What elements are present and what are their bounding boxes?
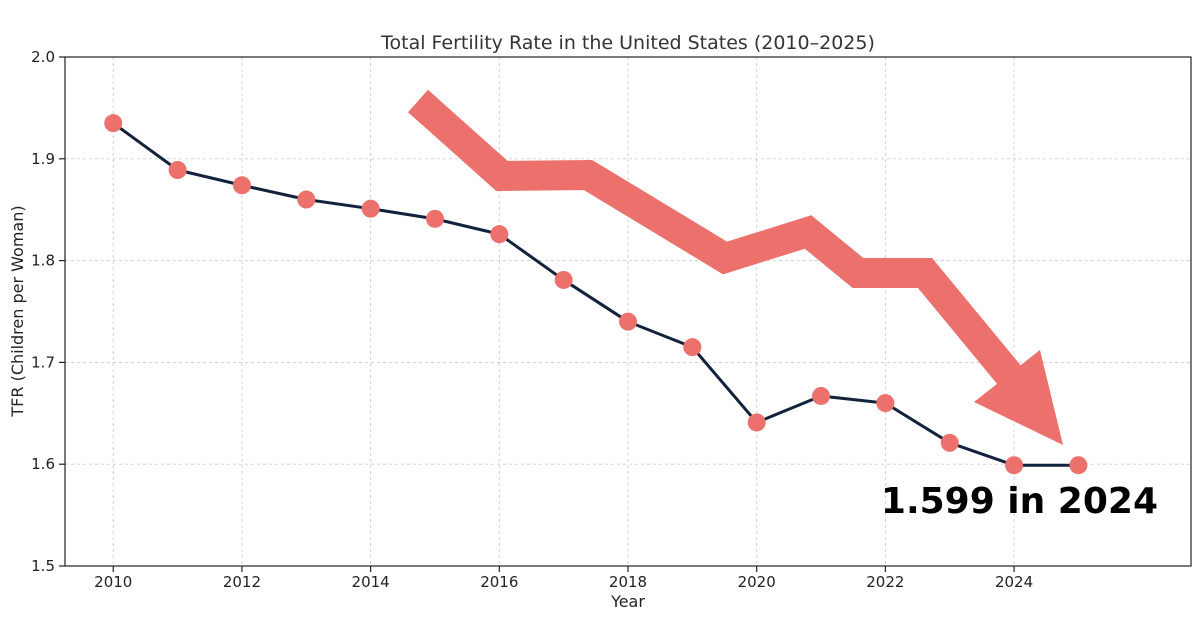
trend-arrow-shaft [408, 89, 1027, 392]
data-point [876, 394, 895, 413]
trend-arrow-head [974, 350, 1063, 445]
y-tick-label: 1.5 [31, 557, 55, 575]
annotation-label: 1.599 in 2024 [881, 481, 1158, 522]
x-tick-label: 2014 [352, 573, 390, 591]
x-tick-label: 2024 [995, 573, 1033, 591]
data-point [1005, 456, 1024, 475]
series-line [112, 121, 1079, 467]
x-tick-label: 2018 [609, 573, 647, 591]
trend-arrow [408, 89, 1063, 445]
data-point [425, 209, 444, 228]
data-point [940, 433, 959, 452]
data-point [683, 338, 702, 357]
y-tick-label: 2.0 [31, 48, 55, 66]
y-axis: 1.5 1.6 1.7 1.8 1.9 2.0 [31, 48, 65, 575]
y-axis-label: TFR (Children per Woman) [8, 205, 27, 417]
data-point [619, 312, 637, 331]
data-point [104, 114, 123, 133]
data-point [1069, 456, 1088, 475]
data-point [297, 190, 316, 209]
y-tick-label: 1.6 [31, 455, 55, 473]
data-point [361, 199, 380, 218]
x-tick-label: 2012 [223, 573, 261, 591]
chart-title: Total Fertility Rate in the United State… [380, 32, 875, 54]
x-axis: 2010 2012 2014 2016 2018 2020 2022 2024 [94, 566, 1033, 591]
data-point [232, 176, 251, 195]
data-point [490, 225, 509, 244]
data-series [104, 114, 1088, 475]
x-tick-label: 2010 [94, 573, 132, 591]
data-point [554, 270, 573, 289]
y-tick-label: 1.7 [31, 353, 55, 371]
x-tick-label: 2022 [866, 573, 904, 591]
data-point [812, 386, 831, 405]
data-point [168, 160, 187, 179]
y-tick-label: 1.9 [31, 150, 55, 168]
y-tick-label: 1.8 [31, 252, 55, 270]
x-axis-label: Year [610, 592, 645, 611]
data-point [747, 413, 766, 432]
x-tick-label: 2016 [480, 573, 518, 591]
x-tick-label: 2020 [738, 573, 776, 591]
